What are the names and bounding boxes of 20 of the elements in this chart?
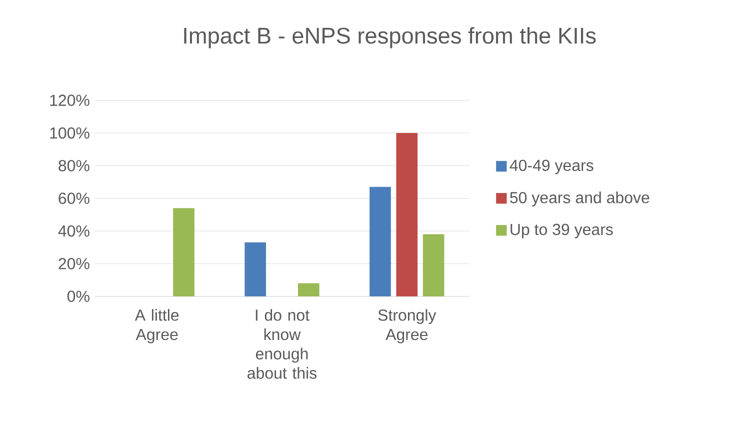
x-tick-label: A little Agree [134,309,179,344]
chart-title: Impact B - eNPS responses from the KIIs [184,27,596,48]
y-tick-label: 20% [58,258,90,270]
bar [298,283,320,296]
x-tick-label: Strongly Agree [378,309,436,344]
bar [244,242,266,296]
legend-label: 50 years and above [510,192,650,206]
x-tick-label: I do not know enough about this [248,309,317,379]
bar [173,208,194,296]
y-tick-label: 100% [50,127,90,139]
bar [422,234,444,296]
bar [370,186,391,296]
y-tick-label: 80% [58,160,90,172]
legend-label: 40-49 years [510,160,594,174]
y-tick-label: 40% [58,225,90,237]
y-tick-label: 0% [67,290,90,302]
legend-label: Up to 39 years [510,224,613,238]
y-tick-label: 120% [50,94,90,106]
bar [396,133,418,296]
y-tick-label: 60% [58,192,90,204]
